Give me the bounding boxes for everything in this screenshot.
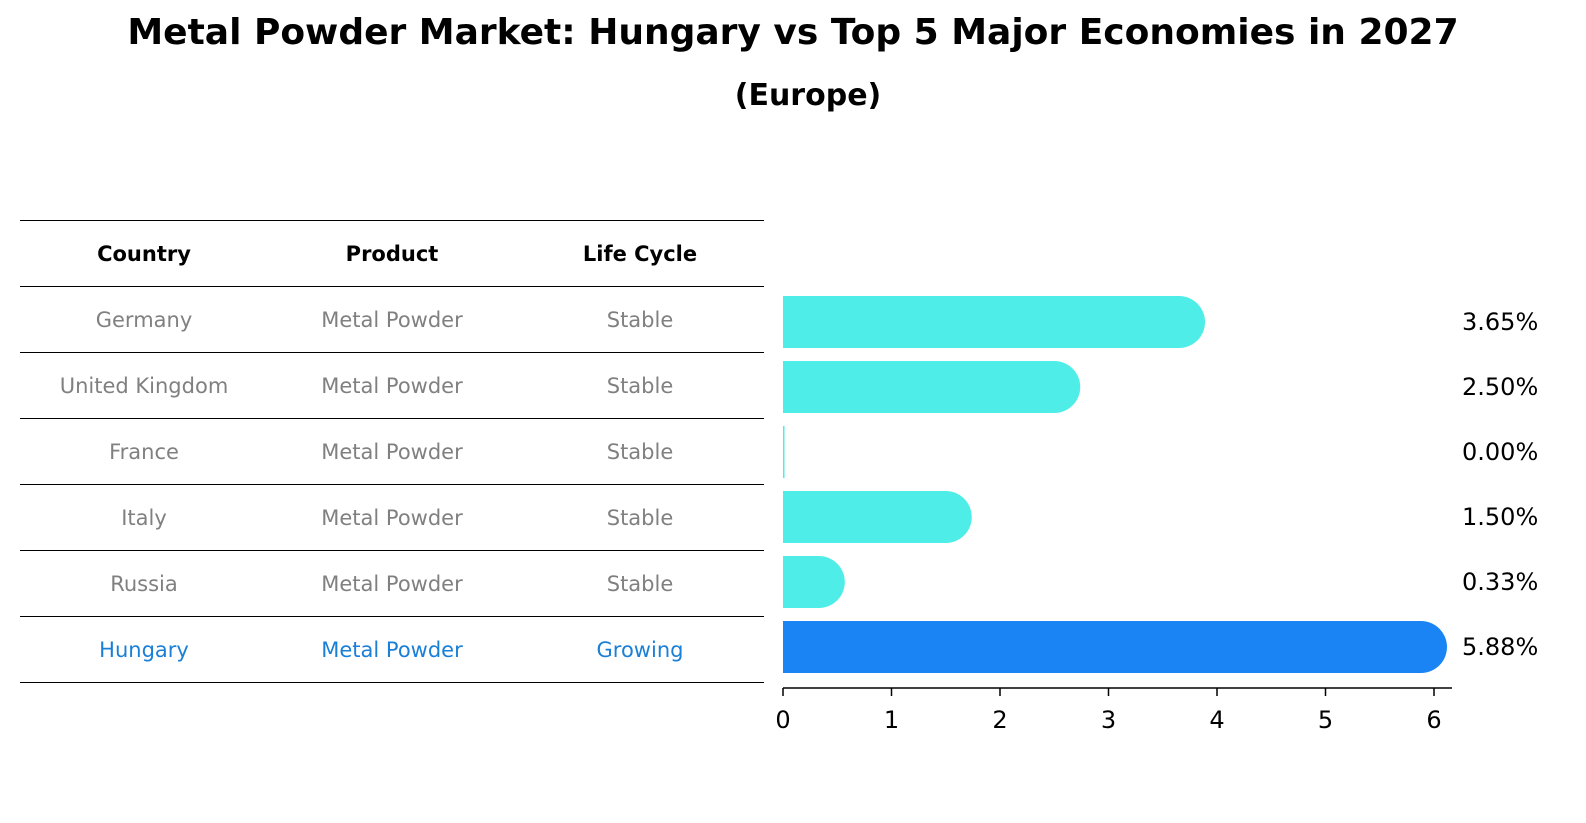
value-label: 0.00% xyxy=(1462,438,1538,466)
cell-life-cycle: Growing xyxy=(596,637,684,662)
cell-country: Germany xyxy=(95,307,193,332)
x-tick-label: 3 xyxy=(1101,706,1116,734)
bar-germany xyxy=(783,296,1206,348)
bar-france xyxy=(783,426,785,478)
cell-life-cycle: Stable xyxy=(606,307,674,332)
cell-product: Metal Powder xyxy=(321,571,463,596)
cell-country: United Kingdom xyxy=(59,373,229,398)
chart-subtitle: (Europe) xyxy=(734,78,882,113)
cell-country: Italy xyxy=(121,505,167,530)
cell-country: Russia xyxy=(110,571,178,596)
value-label: 3.65% xyxy=(1462,308,1538,336)
cell-country: Hungary xyxy=(99,637,189,662)
table-row: Germany Metal Powder Stable xyxy=(20,286,764,352)
table-row-highlight: Hungary Metal Powder Growing xyxy=(20,616,764,683)
bar-united-kingdom xyxy=(783,361,1081,413)
comparison-table: Country Product Life Cycle Germany Metal… xyxy=(20,220,764,683)
cell-product: Metal Powder xyxy=(321,637,463,662)
table-row: France Metal Powder Stable xyxy=(20,418,764,484)
x-tick-label: 2 xyxy=(992,706,1007,734)
table-row: United Kingdom Metal Powder Stable xyxy=(20,352,764,418)
value-label: 2.50% xyxy=(1462,373,1538,401)
x-tick-label: 5 xyxy=(1318,706,1333,734)
value-label: 5.88% xyxy=(1462,633,1538,661)
bar-russia xyxy=(783,556,845,608)
cell-life-cycle: Stable xyxy=(606,505,674,530)
x-tick-label: 6 xyxy=(1426,706,1441,734)
bar-hungary xyxy=(783,621,1447,673)
header-country: Country xyxy=(97,241,191,266)
header-life-cycle: Life Cycle xyxy=(582,241,698,266)
table-row: Italy Metal Powder Stable xyxy=(20,484,764,550)
table-header-row: Country Product Life Cycle xyxy=(20,220,764,286)
cell-life-cycle: Stable xyxy=(606,571,674,596)
value-label: 0.33% xyxy=(1462,568,1538,596)
cell-product: Metal Powder xyxy=(321,505,463,530)
cell-product: Metal Powder xyxy=(321,439,463,464)
x-tick-label: 0 xyxy=(775,706,790,734)
chart-title: Metal Powder Market: Hungary vs Top 5 Ma… xyxy=(127,12,1459,53)
value-label: 1.50% xyxy=(1462,503,1538,531)
x-tick-label: 4 xyxy=(1209,706,1224,734)
cell-product: Metal Powder xyxy=(321,373,463,398)
table-row: Russia Metal Powder Stable xyxy=(20,550,764,616)
cell-country: France xyxy=(109,439,179,464)
bar-italy xyxy=(783,491,972,543)
header-product: Product xyxy=(345,241,439,266)
cell-life-cycle: Stable xyxy=(606,373,674,398)
cell-product: Metal Powder xyxy=(321,307,463,332)
cell-life-cycle: Stable xyxy=(606,439,674,464)
x-tick-label: 1 xyxy=(884,706,899,734)
